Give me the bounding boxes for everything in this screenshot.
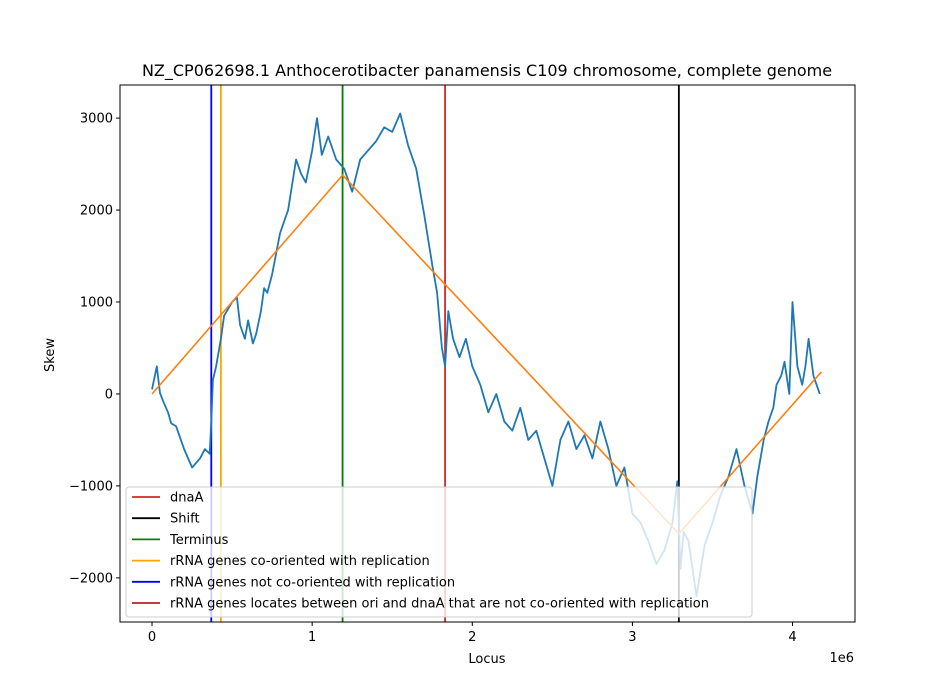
x-tick-label-3: 3 <box>628 630 636 645</box>
x-tick-label-2: 2 <box>468 630 476 645</box>
legend-box <box>125 486 753 618</box>
y-tick-label-2: 0 <box>105 387 113 402</box>
y-tick-label-3: 1000 <box>80 296 113 311</box>
skew-line <box>151 112 821 598</box>
legend-label-3: rRNA genes co-oriented with replication <box>170 554 430 569</box>
plot-inner <box>151 85 823 622</box>
x-axis-label: Locus <box>468 652 505 667</box>
legend-label-2: Terminus <box>169 533 229 548</box>
legend-label-5: rRNA genes locates between ori and dnaA … <box>170 597 709 612</box>
plot-area: 0 1 2 3 4 −2000 −1000 0 1000 2000 3000 dnaA Shift Ter… <box>69 84 856 645</box>
y-axis-label: Skew <box>43 338 58 372</box>
x-axis-offset-label: 1e6 <box>829 651 854 666</box>
y-tick-label-0: −2000 <box>69 571 113 586</box>
fitted-skew-line <box>151 174 823 535</box>
y-tick-label-5: 3000 <box>80 112 113 127</box>
legend-label-0: dnaA <box>170 491 203 506</box>
legend-label-4: rRNA genes not co-oriented with replicat… <box>170 575 455 590</box>
y-tick-label-4: 2000 <box>80 204 113 219</box>
legend-label-1: Shift <box>170 512 200 527</box>
legend: dnaA Shift Terminus rRNA genes co-oriented … <box>125 486 753 618</box>
chart-title: NZ_CP062698.1 Anthocerotibacter panamens… <box>142 61 832 81</box>
x-tick-label-1: 1 <box>308 630 316 645</box>
plot-frame <box>119 84 856 623</box>
y-tick-label-1: −1000 <box>69 479 113 494</box>
x-tick-label-0: 0 <box>148 630 156 645</box>
x-tick-label-4: 4 <box>788 630 796 645</box>
